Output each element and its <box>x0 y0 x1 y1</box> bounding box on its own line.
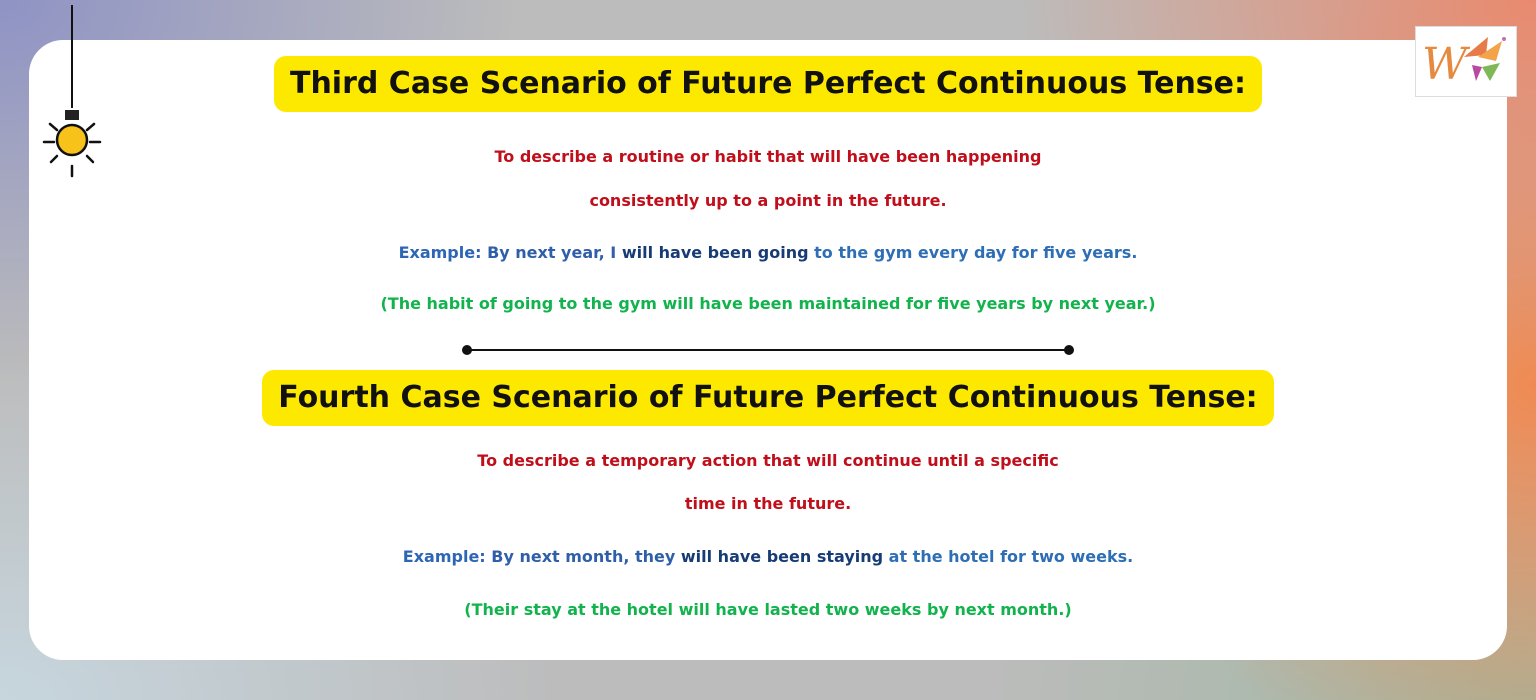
example-text-2: to the gym every day for five years. <box>808 243 1138 262</box>
section4-desc-line2: time in the future. <box>684 494 852 513</box>
bulb-cord <box>71 5 73 108</box>
section4-desc-line1: To describe a temporary action that will… <box>477 451 1059 470</box>
section4-explanation: (Their stay at the hotel will have laste… <box>464 600 1072 619</box>
line-divider <box>462 345 1074 355</box>
example-text-2: at the hotel for two weeks. <box>883 547 1134 566</box>
section4-heading-wrap: Fourth Case Scenario of Future Perfect C… <box>0 370 1536 426</box>
example-text-1: By next month, they <box>491 547 681 566</box>
section3-example: Example: By next year, I will have been … <box>0 233 1536 273</box>
brand-logo: W <box>1415 26 1517 97</box>
section3-desc-line1: To describe a routine or habit that will… <box>494 147 1042 166</box>
logo-letter: W <box>1422 39 1471 90</box>
section3-heading-wrap: Third Case Scenario of Future Perfect Co… <box>0 56 1536 112</box>
section3-heading: Third Case Scenario of Future Perfect Co… <box>273 56 1262 112</box>
section3-explanation: (The habit of going to the gym will have… <box>380 294 1156 313</box>
example-label: Example: <box>398 243 488 262</box>
example-verb: will have been staying <box>680 547 884 566</box>
example-text-1: By next year, I <box>487 243 622 262</box>
section4-example: Example: By next month, they will have b… <box>0 537 1536 577</box>
section3-desc-line2: consistently up to a point in the future… <box>589 191 947 210</box>
example-verb: will have been going <box>621 243 809 262</box>
section4-heading: Fourth Case Scenario of Future Perfect C… <box>262 370 1274 426</box>
light-bulb-icon <box>42 110 102 178</box>
example-label: Example: <box>402 547 492 566</box>
wheel-logo-icon: W <box>1422 37 1506 90</box>
